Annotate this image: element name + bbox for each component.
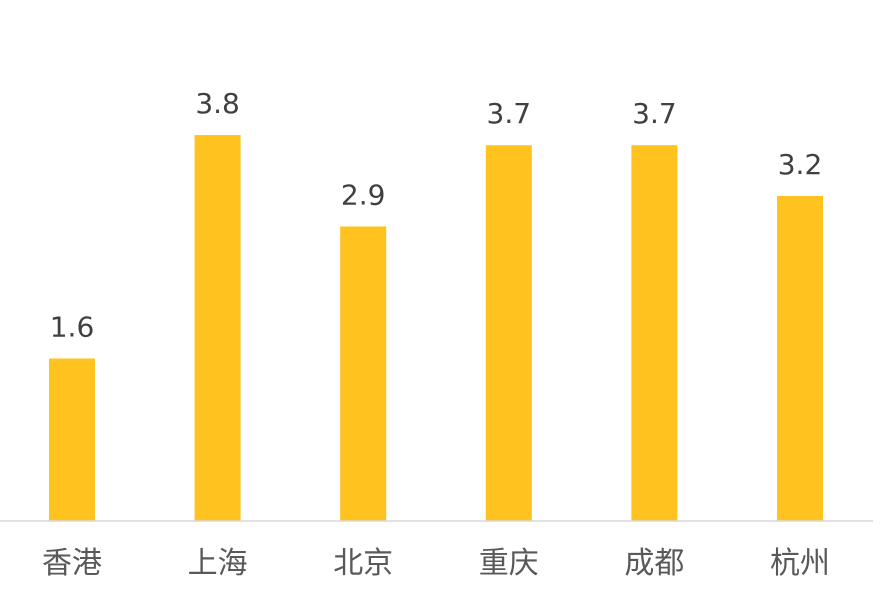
category-label-5: 杭州: [770, 546, 830, 581]
data-label-3: 3.7: [487, 97, 532, 130]
data-labels: 1.6 3.8 2.9 3.7 3.7 3.2: [50, 87, 823, 343]
data-label-0: 1.6: [50, 311, 95, 344]
data-label-2: 2.9: [341, 178, 386, 211]
data-label-5: 3.2: [778, 148, 823, 181]
category-labels: 香港 上海 北京 重庆 成都 杭州: [42, 546, 830, 581]
category-label-4: 成都: [624, 546, 684, 581]
category-label-2: 北京: [333, 546, 393, 581]
bar-3: [485, 145, 532, 521]
bar-5: [777, 196, 823, 521]
bar-0: [49, 358, 95, 521]
category-label-1: 上海: [188, 546, 248, 581]
category-label-0: 香港: [42, 546, 102, 581]
bar-1: [194, 135, 241, 521]
bar-2: [340, 226, 387, 521]
data-label-4: 3.7: [632, 97, 677, 130]
bar-4: [631, 145, 678, 521]
bars: [49, 135, 823, 521]
data-label-1: 3.8: [195, 87, 240, 120]
category-label-3: 重庆: [479, 546, 539, 581]
